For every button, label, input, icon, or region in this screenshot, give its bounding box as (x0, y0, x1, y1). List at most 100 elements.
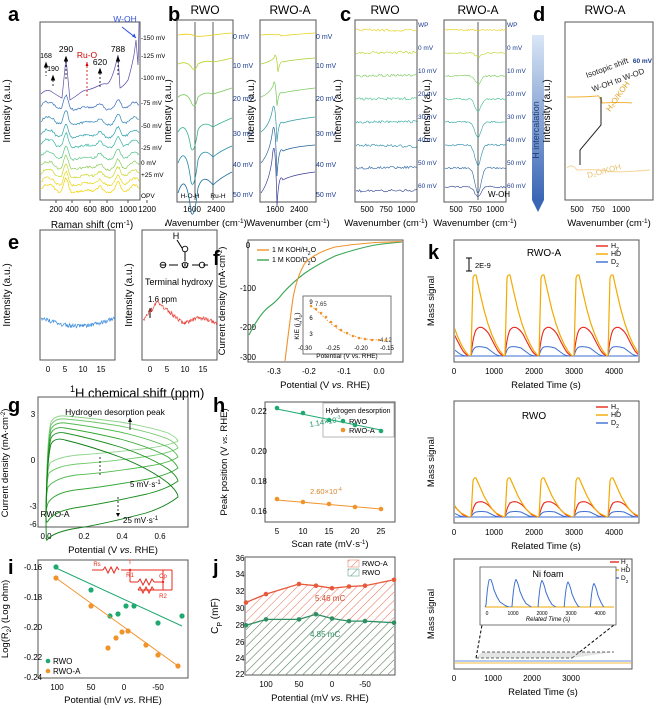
svg-text:25 mV·s-1: 25 mV·s-1 (123, 516, 159, 525)
svg-text:Intensity (a.u.): Intensity (a.u.) (124, 263, 135, 326)
svg-text:0.2: 0.2 (78, 532, 90, 541)
svg-text:-0.16: -0.16 (24, 563, 43, 572)
svg-text:WP: WP (418, 22, 428, 29)
svg-text:5.46 mC: 5.46 mC (315, 594, 345, 603)
svg-text:0: 0 (486, 611, 489, 617)
svg-text:-0.30: -0.30 (298, 346, 312, 352)
svg-text:Log(R2) (Log ohm): Log(R2) (Log ohm) (0, 580, 13, 658)
svg-text:0 mV: 0 mV (507, 45, 523, 52)
svg-text:Intensity (a.u.): Intensity (a.u.) (333, 79, 344, 142)
svg-text:0: 0 (31, 456, 36, 465)
svg-text:1600: 1600 (183, 205, 201, 214)
svg-text:10: 10 (181, 365, 190, 374)
svg-text:0.16: 0.16 (251, 507, 267, 516)
svg-text:Wavenumber (cm-1): Wavenumber (cm-1) (344, 218, 428, 230)
svg-text:190: 190 (47, 66, 59, 73)
svg-text:60 mV: 60 mV (633, 58, 653, 65)
svg-text:50: 50 (87, 683, 96, 692)
svg-text:-0.20: -0.20 (354, 346, 368, 352)
svg-text:1000: 1000 (485, 528, 503, 537)
svg-text:4000: 4000 (594, 611, 605, 617)
svg-text:1200: 1200 (138, 205, 156, 214)
svg-text:1000: 1000 (397, 205, 415, 214)
svg-text:-50: -50 (359, 680, 371, 689)
svg-text:4000: 4000 (605, 367, 623, 376)
svg-text:Intensity (a.u.): Intensity (a.u.) (165, 79, 174, 142)
svg-text:20 mV: 20 mV (418, 91, 437, 98)
svg-text:20: 20 (351, 527, 360, 536)
svg-text:RWO: RWO (370, 3, 399, 17)
svg-text:1600: 1600 (266, 205, 284, 214)
svg-text:32: 32 (236, 587, 245, 596)
svg-text:Cp: Cp (159, 574, 167, 580)
svg-text:RWO-A: RWO-A (457, 3, 498, 17)
svg-text:Potential (V vs. RHE): Potential (V vs. RHE) (280, 380, 370, 391)
svg-text:RWO: RWO (190, 3, 219, 17)
svg-text:0: 0 (452, 528, 457, 537)
svg-text:HD: HD (611, 251, 621, 258)
svg-text:RWO-A: RWO-A (362, 559, 388, 568)
svg-text:500: 500 (449, 205, 463, 214)
svg-text:10: 10 (299, 527, 308, 536)
svg-text:D₂O/KOH: D₂O/KOH (586, 162, 622, 180)
svg-text:30 mV: 30 mV (233, 131, 254, 138)
svg-text:HD: HD (611, 412, 621, 419)
svg-text:600: 600 (83, 205, 97, 214)
svg-text:0: 0 (452, 674, 457, 683)
svg-text:750: 750 (591, 205, 605, 214)
svg-text:24: 24 (236, 654, 245, 663)
svg-text:-150 mV: -150 mV (141, 35, 165, 42)
svg-text:0.22: 0.22 (251, 407, 267, 416)
svg-text:0: 0 (148, 365, 153, 374)
svg-text:RWO-A: RWO-A (53, 667, 81, 676)
svg-text:1.6 ppm: 1.6 ppm (148, 295, 177, 304)
svg-text:-3: -3 (29, 502, 37, 511)
svg-text:20 mV: 20 mV (507, 91, 526, 98)
svg-text:100: 100 (259, 680, 273, 689)
svg-text:HD: HD (621, 567, 631, 574)
svg-text:-0.22: -0.22 (24, 653, 43, 662)
svg-text:-50: -50 (152, 683, 164, 692)
svg-text:Wavenumber (cm-1): Wavenumber (cm-1) (246, 218, 330, 230)
svg-text:3000: 3000 (562, 674, 580, 683)
svg-text:Current density (mA·cm-2): Current density (mA·cm-2) (217, 247, 228, 356)
svg-text:0 mV: 0 mV (141, 160, 157, 167)
svg-text:36: 36 (236, 555, 245, 563)
svg-text:26: 26 (236, 638, 245, 647)
svg-text:-50 mV: -50 mV (141, 123, 163, 130)
svg-text:0.0: 0.0 (373, 367, 385, 376)
svg-text:H intercalation: H intercalation (531, 101, 541, 159)
svg-text:Wavenumber (cm-1): Wavenumber (cm-1) (567, 218, 651, 230)
svg-text:3000: 3000 (565, 528, 583, 537)
svg-text:5: 5 (275, 527, 280, 536)
svg-text:50 mV: 50 mV (418, 160, 437, 167)
svg-text:Scan rate (mV·s-1): Scan rate (mV·s-1) (291, 539, 368, 550)
svg-text:2000: 2000 (525, 528, 543, 537)
svg-text:Potential (V vs. RHE): Potential (V vs. RHE) (316, 353, 377, 360)
svg-text:0: 0 (122, 683, 127, 692)
svg-text:28: 28 (236, 621, 245, 630)
svg-text:1000: 1000 (507, 611, 518, 617)
svg-text:D2: D2 (611, 420, 619, 430)
svg-text:10 mV: 10 mV (507, 68, 526, 75)
svg-text:34: 34 (236, 570, 245, 579)
svg-text:1 M KOH/H2O: 1 M KOH/H2O (272, 247, 317, 257)
svg-text:Hydrogen desorption: Hydrogen desorption (326, 408, 391, 415)
svg-text:WP: WP (507, 22, 517, 29)
svg-text:Intensity (a.u.): Intensity (a.u.) (2, 263, 13, 326)
svg-text:750: 750 (379, 205, 393, 214)
svg-text:R1: R1 (126, 573, 134, 579)
svg-text:25: 25 (377, 527, 386, 536)
svg-text:50: 50 (295, 680, 304, 689)
svg-text:2400: 2400 (207, 205, 225, 214)
svg-text:RWO: RWO (522, 411, 546, 422)
svg-text:RWO: RWO (349, 417, 367, 426)
svg-text:W: W (181, 261, 189, 270)
svg-text:15: 15 (199, 365, 208, 374)
svg-text:0: 0 (452, 367, 457, 376)
svg-text:RWO-A: RWO-A (527, 248, 562, 259)
svg-text:Potential (mV vs. RHE): Potential (mV vs. RHE) (64, 695, 162, 706)
svg-text:40 mV: 40 mV (507, 137, 526, 144)
svg-text:290: 290 (59, 44, 73, 54)
svg-text:20 mV: 20 mV (233, 96, 254, 103)
